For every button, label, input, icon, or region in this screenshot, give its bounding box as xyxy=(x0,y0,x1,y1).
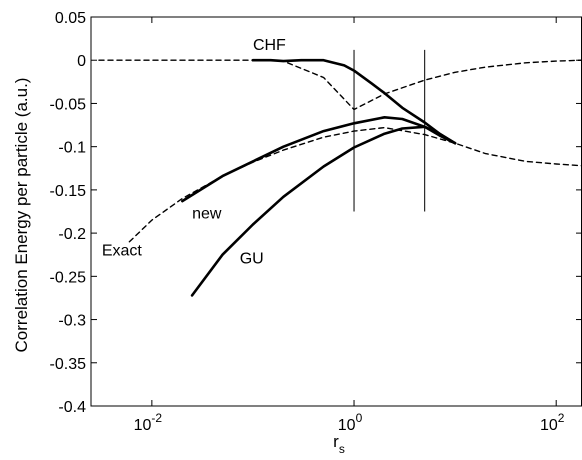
y-tick-label: -0.3 xyxy=(58,313,86,330)
vertical-marker-layer xyxy=(353,49,426,212)
y-tick-label: -0.15 xyxy=(50,183,87,200)
annotation-layer: CHF new Exact GU xyxy=(102,37,286,268)
x-tick-label: 100 xyxy=(338,411,363,434)
y-tick-label: 0 xyxy=(77,53,86,70)
annotation-gu: GU xyxy=(240,250,264,267)
y-tick-label: -0.2 xyxy=(58,226,86,243)
annotation-new: new xyxy=(192,205,222,222)
x-axis-label-main: r xyxy=(333,432,339,451)
y-tick-label: -0.35 xyxy=(50,356,87,373)
x-tick-label-base: 10 xyxy=(540,417,558,434)
x-tick-label: 102 xyxy=(540,411,565,434)
annotation-exact: Exact xyxy=(102,243,143,260)
tick-layer: 0.05 0 -0.05 -0.1 -0.15 -0.2 -0.25 -0.3 -0.35 -0.… xyxy=(50,10,582,434)
series-line-unlabeled-1 xyxy=(98,59,582,111)
y-tick-label: -0.25 xyxy=(50,269,87,286)
y-tick-label: 0.05 xyxy=(55,10,86,27)
y-axis-label: Correlation Energy per particle (a.u.) xyxy=(12,78,31,353)
x-tick-label-base: 10 xyxy=(338,417,356,434)
x-tick-label: 10-2 xyxy=(134,411,163,434)
x-tick-label-exponent: -2 xyxy=(151,411,162,425)
x-tick-label-exponent: 2 xyxy=(558,411,565,425)
annotation-chf: CHF xyxy=(253,37,286,54)
y-tick-label: -0.1 xyxy=(58,140,86,157)
x-axis-label-subscript: s xyxy=(339,442,345,455)
series-line-gu xyxy=(190,125,457,297)
x-tick-label-base: 10 xyxy=(134,417,152,434)
y-tick-label: -0.4 xyxy=(58,399,86,416)
series-line-exact xyxy=(128,126,582,243)
x-tick-label-exponent: 0 xyxy=(356,411,363,425)
series-line-new xyxy=(181,116,457,203)
y-tick-label: -0.05 xyxy=(50,96,87,113)
series-layer xyxy=(98,58,582,297)
x-axis-label: rs xyxy=(333,432,345,455)
